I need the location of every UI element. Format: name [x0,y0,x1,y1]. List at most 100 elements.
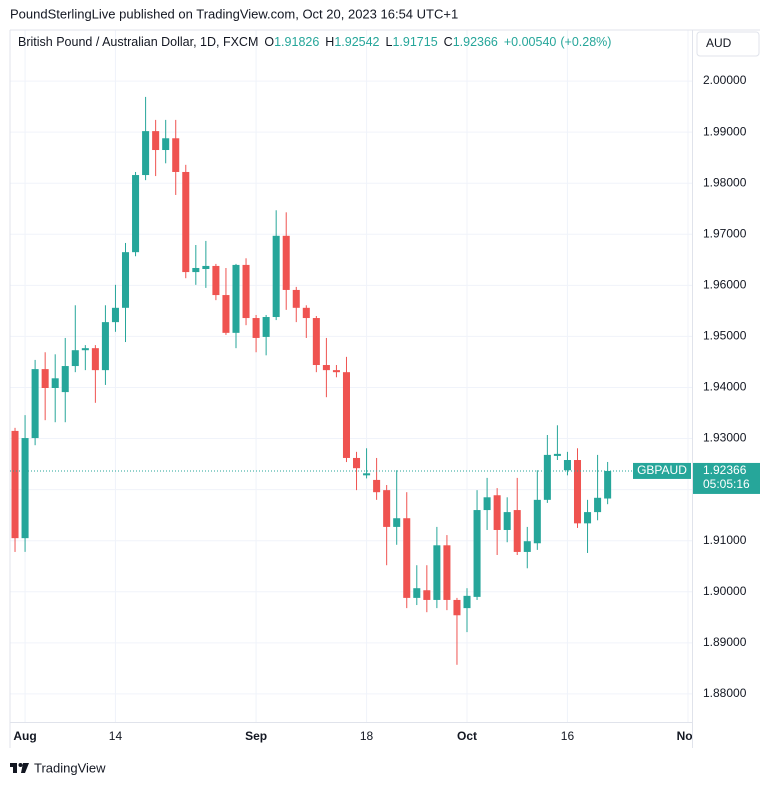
title: British Pound / Australian Dollar, 1D, F… [18,35,258,49]
x-tick-label: Oct [457,729,477,743]
candle-body [172,138,180,172]
candle-body [383,490,391,527]
price-label: 1.92366 [703,463,747,477]
change: +0.00540 [504,35,557,49]
candle-body [433,545,441,600]
candles [11,96,612,665]
candle-body [332,370,340,373]
symbol-label-box [633,462,691,479]
candle-body [473,510,481,597]
candle-body [604,470,612,499]
candle-body [81,348,89,351]
y-tick-label: 1.97000 [703,226,747,240]
candle-body [152,131,160,151]
change-pct: (+0.28%) [560,35,611,49]
y-tick-label: 2.00000 [703,73,747,87]
logo-part [21,763,29,773]
candle-body [142,131,150,176]
candle-body [563,460,571,471]
candle-body [192,267,200,273]
candle-body [111,307,119,323]
candle-body [11,430,19,539]
candle-body [101,322,109,371]
y-tick-label: 1.88000 [703,686,747,700]
ohlc-letter: O [264,35,274,49]
candle-body [262,317,270,337]
candle-body [272,235,280,318]
candle-body [393,518,401,527]
logo-part [13,763,17,773]
candle-body [31,369,39,439]
candle-body [423,590,431,600]
legend-line: British Pound / Australian Dollar, 1D, F… [18,35,611,49]
candle-body [121,252,130,308]
high-value: 1.92542 [334,35,379,49]
ohlc-letter: L [386,35,393,49]
x-tick-label: 14 [109,729,123,743]
candle-body [232,264,240,333]
candle-body [513,510,521,552]
candle-body [373,479,381,493]
candle-body [403,518,411,598]
currency-button[interactable] [696,31,760,57]
candle-body [322,365,330,371]
x-tick-label: 18 [360,729,374,743]
y-tick-label: 1.94000 [703,380,747,394]
candle-body [242,264,250,319]
y-tick-label: 1.96000 [703,278,747,292]
brand-logo [10,763,29,773]
candle-body [61,366,69,393]
candle-body [182,171,190,273]
x-tick-label: Aug [13,729,36,743]
candle-body [51,378,59,389]
candle-body [533,499,541,544]
candle-body [202,265,210,270]
currency[interactable]: AUD [706,36,732,50]
symbol-label: GBPAUD [637,463,687,477]
y-tick-label: 1.95000 [703,329,747,343]
x-tick-label: 16 [561,729,575,743]
candle-body [302,307,310,319]
candle-body [503,512,511,530]
candle-body [132,175,140,253]
candle-body [312,318,320,366]
price-label-box [693,462,760,494]
candle-body [453,599,461,616]
candle-body [573,460,582,524]
x-tick-label: Nov [677,729,700,743]
y-tick-label: 1.98000 [703,175,747,189]
candle-body [212,265,220,296]
candle-body [353,457,361,469]
candle-body [252,318,260,338]
low-value: 1.91715 [392,35,437,49]
candle-body [41,369,49,389]
y-tick-label: 1.89000 [703,635,747,649]
close-value: 1.92366 [453,35,498,49]
candle-body [493,495,501,530]
candle-body [282,235,290,290]
candle-body [553,453,561,456]
candle-body [443,545,451,600]
candle-body [222,295,230,333]
candle-body [363,473,371,476]
y-tick-label: 1.91000 [703,533,747,547]
candle-body [483,497,491,511]
x-tick-label: Sep [245,729,267,743]
candle-body [463,595,471,609]
candle-body [91,348,99,371]
ohlc-letter: H [325,35,334,49]
logo-part [18,763,23,767]
candle-body [21,438,29,539]
candle-body [584,512,592,524]
y-tick-label: 1.90000 [703,584,747,598]
y-tick-label: 1.93000 [703,431,747,445]
candle-body [594,497,602,513]
candle-body [162,138,170,151]
attribution: PoundSterlingLive published on TradingVi… [10,6,458,21]
brand: TradingView [34,760,106,775]
countdown: 05:05:16 [703,477,750,491]
candle-body [543,454,551,500]
